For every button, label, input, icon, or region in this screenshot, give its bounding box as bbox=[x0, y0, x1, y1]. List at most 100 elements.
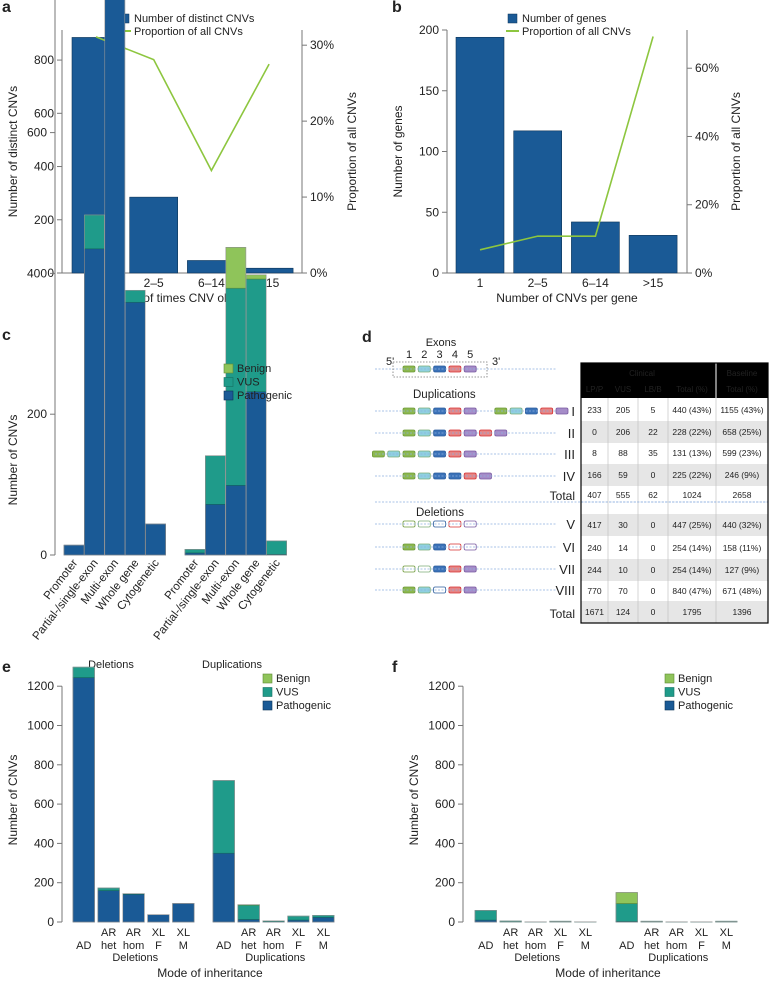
bar-outline bbox=[262, 920, 285, 923]
x-tick-label: 6–14 bbox=[198, 276, 225, 290]
exons-title: Exons bbox=[426, 337, 457, 349]
clinical-header: Clinical bbox=[629, 369, 655, 378]
bar bbox=[628, 235, 678, 274]
x-tick-label: F bbox=[557, 940, 564, 952]
exon-region-box bbox=[392, 361, 488, 378]
dup-row-cell: 658 (25%) bbox=[722, 427, 761, 437]
legend-label-benign: Benign bbox=[276, 673, 310, 685]
x-tick-label: hom bbox=[525, 940, 546, 952]
bar-outline bbox=[172, 903, 195, 923]
dup-row-cell: 166 bbox=[587, 470, 601, 480]
proportion-line bbox=[479, 36, 654, 251]
y-tick-label: 50 bbox=[426, 205, 440, 219]
y2-tick-label: 60% bbox=[695, 61, 719, 75]
x-tick-label: het bbox=[241, 940, 256, 952]
del-row-cell: 840 (47%) bbox=[672, 586, 711, 596]
bar-segment-pathogenic bbox=[84, 248, 105, 556]
bar-segment-pathogenic bbox=[237, 919, 260, 923]
bar-segment-pathogenic bbox=[245, 391, 267, 556]
bar-outline bbox=[184, 549, 206, 556]
dup-row-cell: 206 bbox=[616, 427, 630, 437]
legend-label-bars: Number of genes bbox=[522, 13, 607, 25]
y-tick-label: 400 bbox=[34, 836, 54, 850]
bar-segment-vus bbox=[72, 666, 95, 678]
bar-segment-pathogenic bbox=[205, 504, 226, 556]
dup-row-cell: 0 bbox=[592, 427, 597, 437]
bar bbox=[129, 196, 178, 274]
del-row-cell: 254 (14%) bbox=[672, 543, 711, 553]
x-tick-label: AR bbox=[101, 927, 116, 939]
five-prime-label: 5' bbox=[386, 356, 394, 368]
y-tick-label: 1000 bbox=[428, 719, 455, 733]
y2-tick-label: 40% bbox=[695, 129, 719, 143]
y-tick-label: 200 bbox=[419, 23, 439, 37]
bar-outline bbox=[72, 666, 95, 923]
row-roman-label: V bbox=[566, 517, 575, 532]
exon-number: 5 bbox=[467, 349, 473, 361]
bar-segment-vus bbox=[84, 214, 105, 250]
bar-outline bbox=[549, 920, 572, 923]
dup-total-cell: 1024 bbox=[683, 490, 702, 500]
y-tick-label: 400 bbox=[27, 266, 47, 280]
y-tick-label: 150 bbox=[419, 84, 439, 98]
x-tick-label: AR bbox=[644, 927, 659, 939]
x-tick-label: AD bbox=[619, 940, 634, 952]
bar-outline bbox=[124, 289, 146, 556]
y-tick-label: 0 bbox=[432, 266, 439, 280]
legend-label-pathogenic: Pathogenic bbox=[678, 700, 734, 712]
dup-row-cell: 225 (22%) bbox=[672, 470, 711, 480]
y-tick-label: 600 bbox=[435, 797, 455, 811]
x-tick-label: XL bbox=[177, 927, 190, 939]
del-total-cell: 124 bbox=[616, 607, 630, 617]
x-tick-label: AR bbox=[503, 927, 518, 939]
bar-outline bbox=[715, 920, 738, 923]
legend-swatch-benign bbox=[223, 363, 234, 374]
legend-swatch-vus bbox=[664, 687, 675, 697]
bar-segment-pathogenic bbox=[225, 485, 247, 556]
bar-segment-pathogenic bbox=[122, 893, 145, 923]
exon-number: 1 bbox=[406, 349, 412, 361]
bar-segment-pathogenic bbox=[124, 301, 146, 556]
bar-segment-benign bbox=[615, 892, 638, 904]
x-tick-label: AR bbox=[669, 927, 684, 939]
x-tick-label: M bbox=[319, 940, 328, 952]
x-tick-label: AD bbox=[478, 940, 493, 952]
dup-row-cell: 228 (22%) bbox=[672, 427, 711, 437]
dup-row-cell: 131 (13%) bbox=[672, 448, 711, 458]
x-tick-label: XL bbox=[695, 927, 708, 939]
legend-label-benign: Benign bbox=[237, 363, 271, 375]
y-axis-label: Number of genes bbox=[391, 105, 405, 197]
bar-outline bbox=[474, 910, 497, 923]
bar-outline bbox=[312, 915, 335, 923]
panel-label-d: d bbox=[362, 329, 372, 346]
exon-1 bbox=[371, 450, 385, 458]
panel-label-c: c bbox=[2, 327, 11, 344]
bar-outline bbox=[499, 920, 522, 923]
bar-segment-pathogenic bbox=[212, 852, 235, 923]
legend-label-line: Proportion of all CNVs bbox=[522, 26, 631, 38]
x-axis-label: Number of CNVs per gene bbox=[496, 291, 638, 305]
y-tick-label: 400 bbox=[34, 160, 54, 174]
del-row-cell: 240 bbox=[587, 543, 601, 553]
bar-segment-vus bbox=[266, 540, 287, 555]
panel-label-a: a bbox=[2, 0, 11, 16]
dup-row-cell: 88 bbox=[618, 448, 628, 458]
y2-tick-label: 10% bbox=[310, 190, 334, 204]
exon-number: 3 bbox=[437, 349, 443, 361]
group-label: Duplications bbox=[245, 952, 305, 964]
y-tick-label: 1200 bbox=[27, 679, 54, 693]
dup-total-cell: 407 bbox=[587, 490, 601, 500]
x-axis-label: Mode of inheritance bbox=[555, 966, 661, 980]
legend-label-pathogenic: Pathogenic bbox=[276, 700, 332, 712]
y-tick-label: 1200 bbox=[428, 679, 455, 693]
bar-segment-vus bbox=[212, 780, 235, 854]
del-row-cell: 0 bbox=[651, 565, 656, 575]
bar-outline bbox=[266, 540, 287, 556]
bar-segment-pathogenic bbox=[312, 916, 335, 923]
x-tick-label: 2–5 bbox=[528, 276, 548, 290]
row-roman-label: VII bbox=[559, 562, 575, 577]
x-tick-label: XL bbox=[554, 927, 567, 939]
legend-swatch-pathogenic bbox=[262, 700, 273, 711]
panel-label-b: b bbox=[392, 0, 402, 16]
x-tick-label: F bbox=[295, 940, 302, 952]
